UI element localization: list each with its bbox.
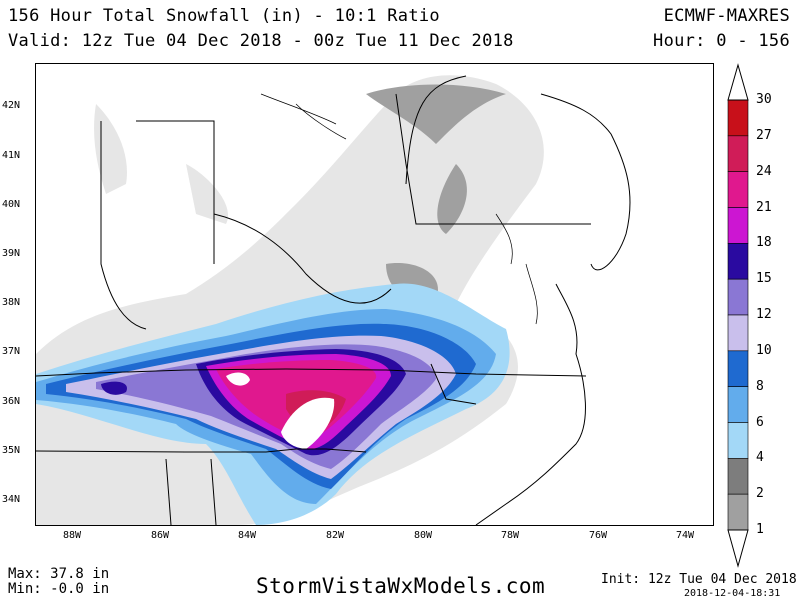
lon-label: 78W xyxy=(501,530,520,541)
lat-label: 42N xyxy=(2,100,21,111)
model-name: ECMWF-MAXRES xyxy=(663,6,790,26)
forecast-hours: Hour: 0 - 156 xyxy=(653,31,790,51)
lat-label: 41N xyxy=(2,150,21,161)
legend-swatch xyxy=(727,493,749,531)
lon-label: 74W xyxy=(676,530,695,541)
snowfall-map[interactable] xyxy=(35,63,714,526)
snowfall-legend xyxy=(727,63,749,568)
lon-label: 82W xyxy=(326,530,345,541)
render-timestamp: 2018-12-04-18:31 xyxy=(684,588,781,599)
snowfall-map-canvas xyxy=(36,75,631,525)
map-title: 156 Hour Total Snowfall (in) - 10:1 Rati… xyxy=(8,6,440,26)
legend-swatch xyxy=(727,171,749,208)
lat-label: 38N xyxy=(2,297,21,308)
legend-level-label: 1 xyxy=(756,522,764,537)
max-value: Max: 37.8 in xyxy=(8,566,110,582)
lat-label: 39N xyxy=(2,248,21,259)
legend-swatch xyxy=(727,422,749,459)
legend-swatch xyxy=(727,207,749,244)
legend-level-label: 21 xyxy=(756,199,772,215)
lon-label: 88W xyxy=(63,530,82,541)
legend-swatches xyxy=(727,99,749,531)
legend-swatch xyxy=(727,278,749,316)
lat-label: 35N xyxy=(2,445,21,456)
legend-level-label: 8 xyxy=(756,378,764,394)
legend-swatch xyxy=(727,243,749,280)
legend-swatch xyxy=(727,135,749,172)
lon-label: 76W xyxy=(589,530,608,541)
legend-level-label: 18 xyxy=(756,235,772,251)
legend-level-label: 10 xyxy=(756,342,772,358)
lat-label: 40N xyxy=(2,199,21,210)
legend-swatch xyxy=(727,458,749,495)
legend-level-label: 24 xyxy=(756,163,772,179)
legend-level-label: 27 xyxy=(756,127,772,143)
legend-level-label: 15 xyxy=(756,271,772,287)
lon-label: 86W xyxy=(151,530,170,541)
legend-swatch xyxy=(727,386,749,423)
site-name: StormVistaWxModels.com xyxy=(256,574,546,598)
min-value: Min: -0.0 in xyxy=(8,581,110,597)
valid-period: Valid: 12z Tue 04 Dec 2018 - 00z Tue 11 … xyxy=(8,31,514,51)
legend-swatch xyxy=(727,314,749,352)
legend-arrow-top xyxy=(727,63,749,101)
legend-level-label: 4 xyxy=(756,450,764,466)
legend-level-label: 30 xyxy=(756,92,772,107)
lat-label: 36N xyxy=(2,396,21,407)
legend-arrow-bottom xyxy=(727,529,749,568)
legend-level-label: 12 xyxy=(756,307,772,322)
legend-level-label: 6 xyxy=(756,414,764,430)
legend-swatch xyxy=(727,99,749,137)
legend-swatch xyxy=(727,350,749,387)
lon-label: 84W xyxy=(238,530,257,541)
init-time: Init: 12z Tue 04 Dec 2018 xyxy=(601,572,797,587)
lat-label: 34N xyxy=(2,494,21,505)
legend-level-label: 2 xyxy=(756,486,764,502)
lon-label: 80W xyxy=(414,530,433,541)
lat-label: 37N xyxy=(2,346,21,357)
